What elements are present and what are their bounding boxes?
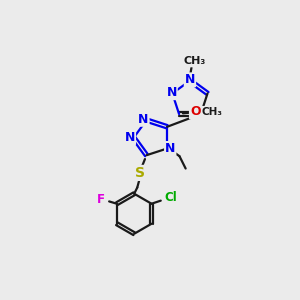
Text: S: S bbox=[135, 166, 145, 180]
Text: N: N bbox=[138, 113, 148, 126]
Text: CH₃: CH₃ bbox=[202, 107, 223, 117]
Text: F: F bbox=[97, 193, 105, 206]
Text: Cl: Cl bbox=[164, 191, 177, 204]
Text: CH₃: CH₃ bbox=[183, 56, 206, 66]
Text: O: O bbox=[190, 105, 201, 118]
Text: N: N bbox=[165, 142, 175, 155]
Text: N: N bbox=[185, 74, 195, 86]
Text: N: N bbox=[167, 86, 177, 99]
Text: N: N bbox=[125, 131, 135, 144]
